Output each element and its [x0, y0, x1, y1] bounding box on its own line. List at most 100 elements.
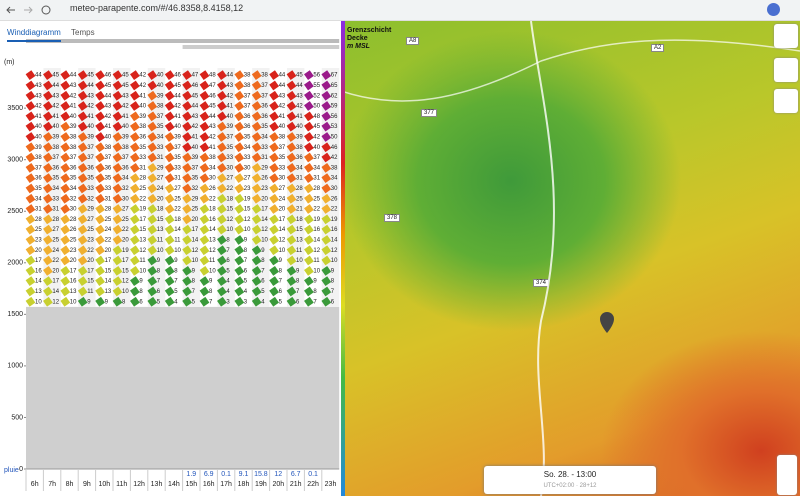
wind-speed: 18	[174, 217, 181, 223]
wind-arrow	[269, 265, 279, 276]
wind-speed: 62	[331, 93, 338, 99]
wind-arrow	[217, 121, 227, 132]
wind-speed: 8	[209, 289, 213, 295]
nav-icons[interactable]	[6, 4, 56, 16]
wind-speed: 4	[226, 279, 230, 285]
timezone-label: UTC+02:00 · 28+12	[543, 483, 597, 489]
wind-arrow	[251, 90, 262, 101]
wind-arrow	[25, 121, 36, 132]
wind-speed: 7	[226, 248, 230, 254]
avatar[interactable]	[767, 3, 780, 16]
wind-arrow	[43, 296, 53, 307]
wind-arrow	[182, 265, 192, 276]
wind-arrow	[43, 111, 53, 122]
wind-arrow	[234, 121, 245, 132]
wind-arrow	[112, 173, 123, 184]
wind-arrow	[304, 70, 314, 81]
wind-arrow	[77, 70, 88, 81]
wind-arrow	[269, 193, 279, 204]
wind-speed: 40	[35, 124, 42, 130]
wind-speed: 35	[70, 176, 77, 182]
wind-speed: 45	[209, 104, 216, 110]
wind-arrow	[60, 245, 71, 256]
settings-button[interactable]	[774, 58, 798, 82]
wind-arrow	[164, 286, 175, 297]
wind-arrow	[60, 214, 71, 225]
wind-arrow	[164, 142, 175, 153]
wind-speed: 6	[226, 258, 230, 264]
url[interactable]: meteo-parapente.com/#/46.8358,8.4158,12	[70, 3, 244, 13]
wind-arrow	[182, 162, 192, 173]
wind-arrow	[321, 214, 332, 225]
wind-arrow	[234, 152, 245, 163]
wind-arrow	[147, 162, 158, 173]
wind-speed: 40	[139, 104, 146, 110]
wind-speed: 9	[192, 268, 196, 274]
header-strip	[182, 45, 340, 49]
wind-arrow	[234, 70, 245, 81]
y-tick-label: 1000	[7, 363, 23, 370]
wind-arrow	[321, 224, 332, 235]
wind-arrow	[217, 235, 227, 245]
wind-arrow	[95, 80, 105, 91]
wind-speed: 36	[244, 114, 251, 120]
wind-arrow	[251, 193, 262, 204]
wind-arrow	[217, 265, 227, 276]
wind-arrow	[286, 152, 297, 163]
wind-speed: 8	[244, 248, 248, 254]
wind-arrow	[60, 162, 71, 173]
map-lines	[341, 21, 800, 496]
wind-arrow	[112, 245, 123, 256]
wind-arrow	[112, 296, 123, 307]
wind-speed: 43	[122, 93, 129, 99]
wind-arrow	[60, 265, 71, 276]
wind-speed: 33	[87, 186, 94, 192]
wind-arrow	[321, 255, 332, 266]
wind-speed: 44	[87, 83, 94, 89]
wind-speed: 12	[122, 279, 129, 285]
wind-arrow	[234, 183, 245, 194]
wind-speed: 67	[331, 73, 338, 79]
wind-arrow	[304, 162, 314, 173]
wind-speed: 41	[279, 114, 286, 120]
wind-speed: 41	[209, 145, 216, 151]
wind-speed: 19	[331, 217, 338, 223]
wind-speed: 30	[244, 165, 251, 171]
wind-arrow	[60, 224, 71, 235]
wind-arrow	[234, 204, 245, 214]
tab[interactable]: Winddiagramm	[7, 28, 61, 42]
wind-speed: 13	[296, 238, 303, 244]
time-control[interactable]: So. 28. - 13:00 UTC+02:00 · 28+12	[484, 466, 656, 494]
wind-speed: 41	[70, 104, 77, 110]
wind-arrow	[321, 101, 332, 111]
hour-label: 14h	[168, 481, 180, 488]
wind-arrow	[43, 276, 53, 287]
y-tick-label: 3500	[7, 105, 23, 112]
wind-speed: 50	[313, 104, 320, 110]
wind-arrow	[95, 224, 105, 235]
wind-speed: 52	[313, 93, 320, 99]
tab[interactable]: Temps	[71, 28, 95, 37]
zoom-control[interactable]	[777, 455, 797, 495]
wind-speed: 39	[122, 135, 129, 141]
chart-button[interactable]	[774, 89, 798, 113]
wind-arrow	[199, 286, 210, 297]
map[interactable]: Grenzschicht Decke m MSL 377 378 374 A2 …	[341, 21, 800, 496]
search-button[interactable]	[774, 24, 798, 48]
wind-arrow	[130, 245, 140, 256]
wind-speed: 15	[244, 207, 251, 213]
wind-speed: 26	[70, 227, 77, 233]
wind-speed: 45	[105, 83, 112, 89]
wind-speed: 8	[331, 279, 335, 285]
wind-speed: 10	[244, 227, 251, 233]
wind-arrow	[130, 265, 140, 276]
wind-arrow	[77, 162, 88, 173]
wind-arrow	[147, 101, 158, 111]
wind-arrow	[304, 286, 314, 297]
wind-arrow	[286, 204, 297, 214]
wind-speed: 12	[226, 217, 233, 223]
wind-arrow	[182, 80, 192, 91]
wind-speed: 11	[87, 289, 94, 295]
wind-speed: 9	[279, 258, 283, 264]
wind-arrow	[130, 90, 140, 101]
